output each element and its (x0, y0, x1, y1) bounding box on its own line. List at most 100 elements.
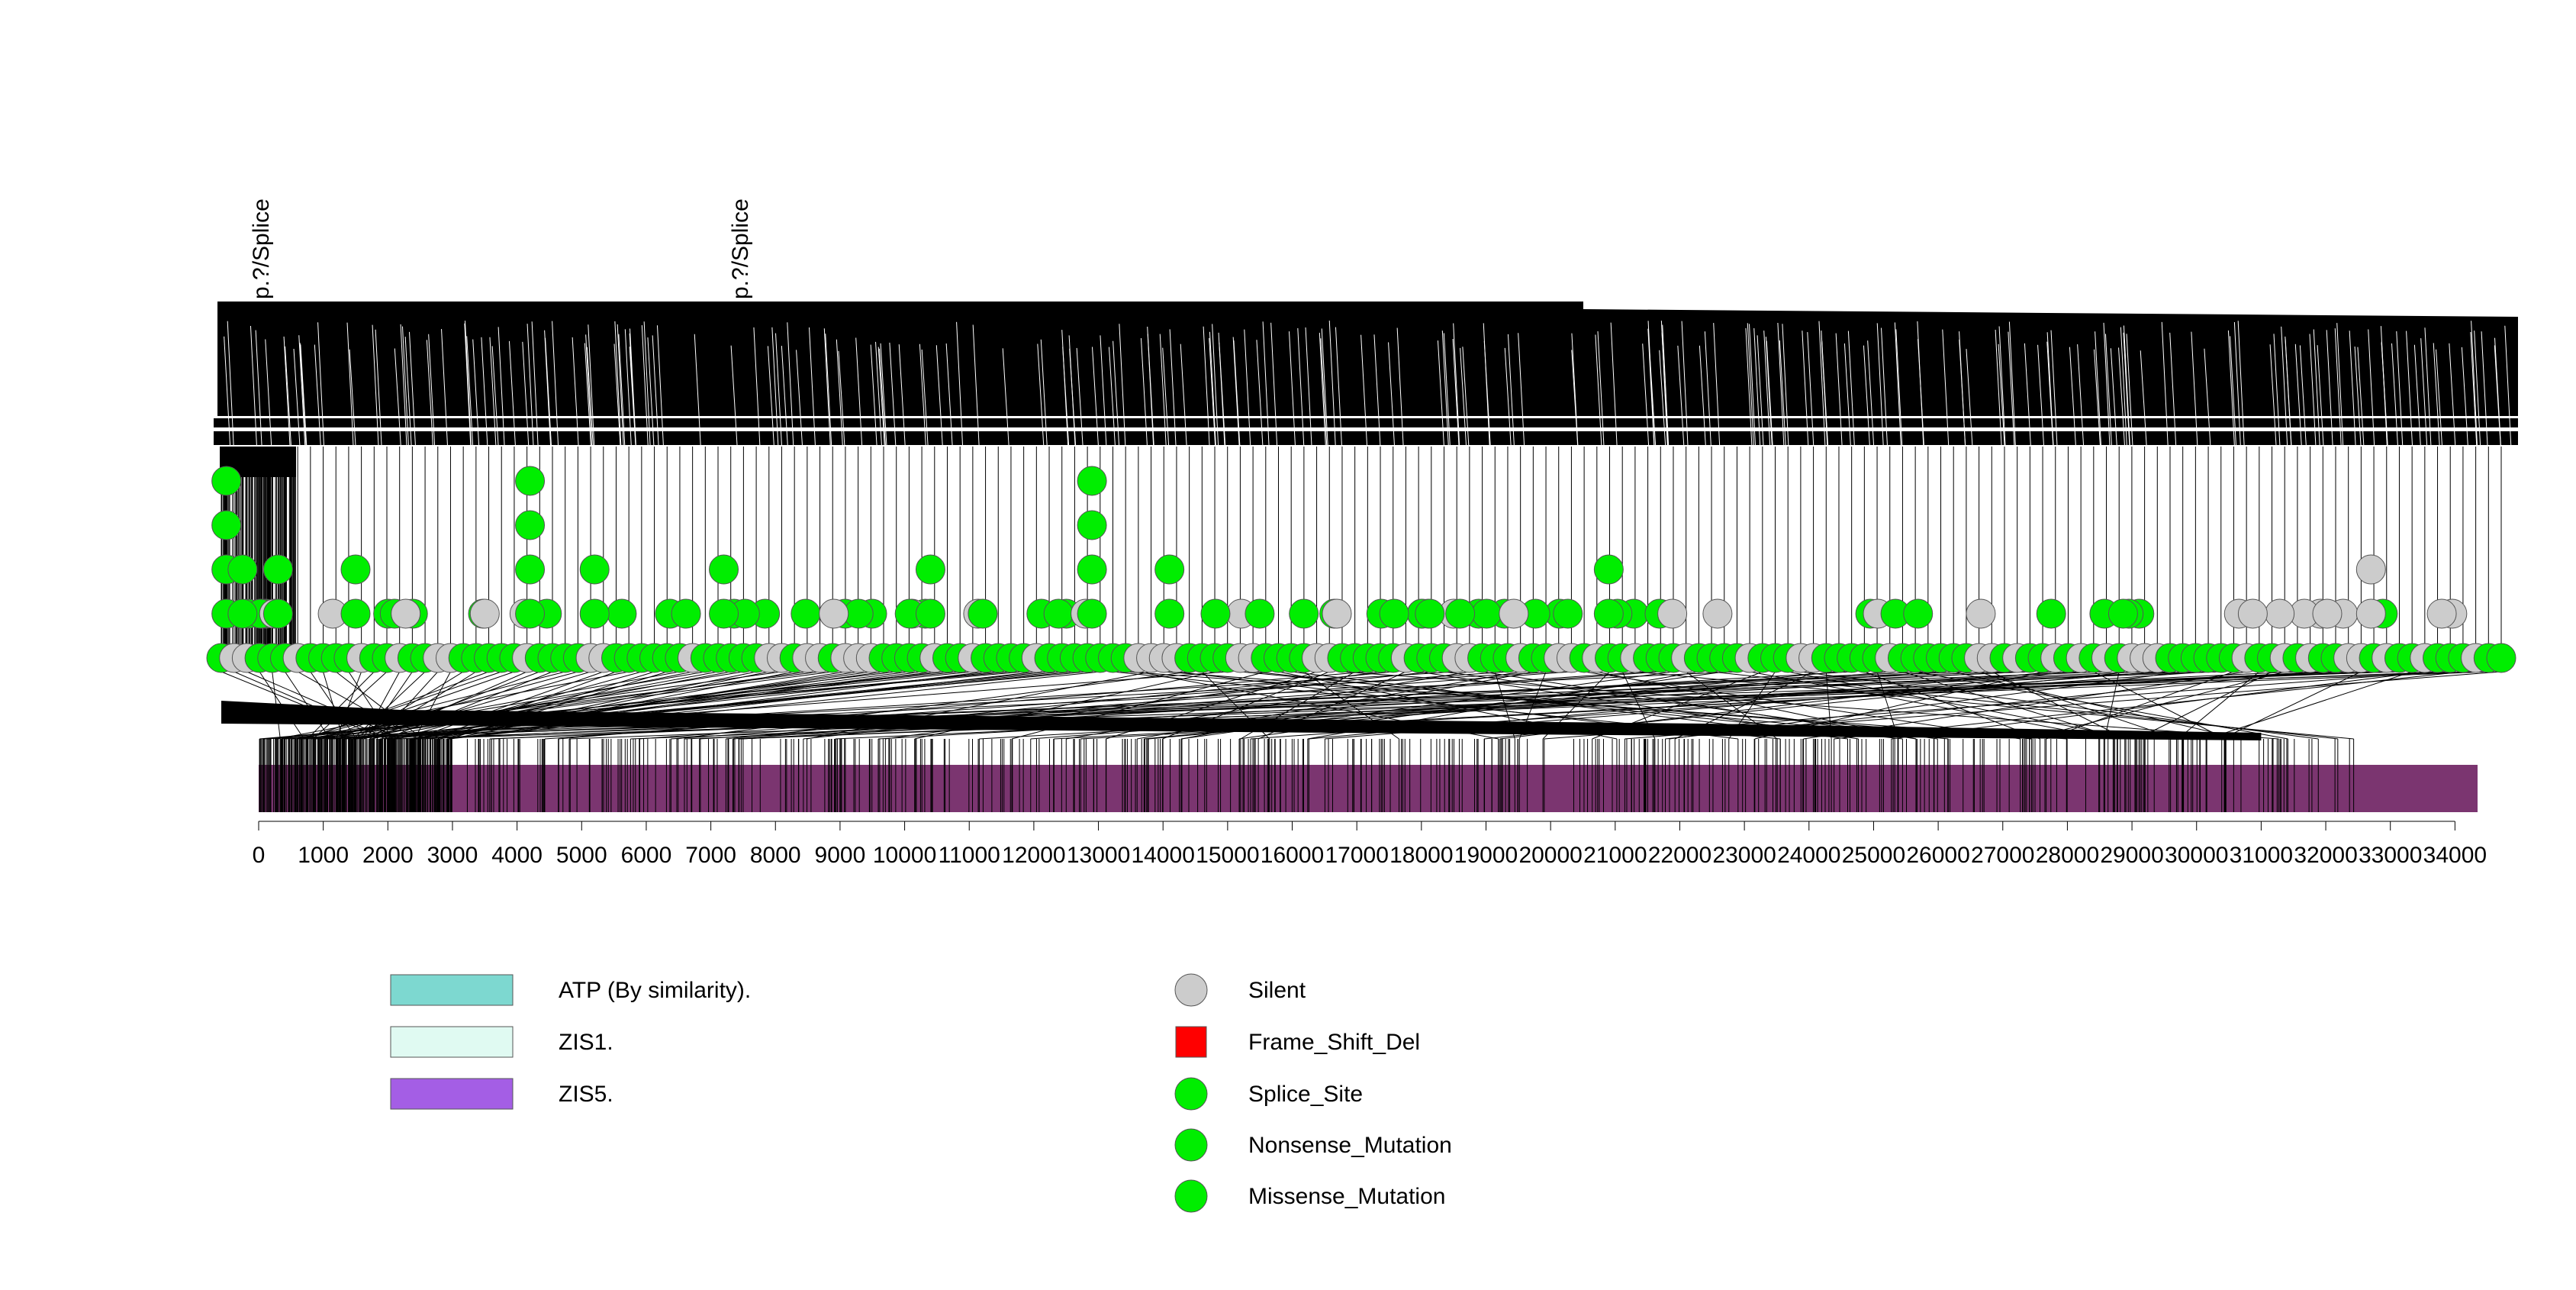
label-clutter-gap (1867, 340, 1875, 447)
label-clutter-gap (1777, 322, 1785, 447)
mutation-head-stacked (1553, 598, 1583, 629)
connector-line (450, 671, 795, 740)
label-clutter-gap (656, 325, 664, 447)
label-clutter-gap (489, 337, 497, 447)
mutation-head-stacked (709, 598, 739, 629)
mutation-head-stacked (1077, 510, 1107, 540)
label-clutter-gap (481, 337, 488, 447)
connector-line (344, 671, 1088, 740)
label-clutter-gap (464, 321, 472, 447)
label-clutter-gap (1763, 331, 1771, 447)
label-clutter-gap (1757, 335, 1764, 447)
label-clutter-gap (2281, 326, 2288, 447)
label-clutter-gap (224, 336, 231, 447)
label-clutter-gap (2471, 321, 2478, 447)
label-clutter-gap (2391, 343, 2398, 447)
label-clutter-gap (2504, 325, 2512, 447)
label-clutter-band (214, 431, 2518, 445)
label-clutter-gap (491, 346, 499, 447)
mutation-head-stacked (915, 554, 945, 585)
label-clutter-gap (372, 324, 379, 447)
mutation-head-stacked (1903, 598, 1934, 629)
label-clutter-gap (2233, 321, 2241, 447)
label-clutter-gap (1766, 340, 1773, 447)
label-clutter-gap (796, 350, 803, 447)
label-clutter-gap (614, 321, 622, 447)
mutation-head-stacked (1077, 466, 1107, 496)
label-clutter-gap (898, 344, 906, 447)
label-clutter-gap (2095, 331, 2102, 447)
label-clutter-gap (1518, 333, 1525, 447)
mutation-head-stacked (515, 598, 546, 629)
label-clutter-gap (586, 347, 594, 447)
connector-line (395, 671, 2221, 740)
rotated-label-group: p.?/Splice (728, 198, 753, 299)
mutation-head-stacked (1702, 598, 1733, 629)
connector-line (336, 671, 362, 740)
label-clutter-gap (1437, 340, 1444, 447)
legend-mutation-swatch (1174, 1179, 1208, 1213)
mutation-head-stacked (1245, 598, 1275, 629)
legend-domain-label: ZIS1. (559, 1030, 613, 1055)
label-clutter-gap (1320, 338, 1328, 447)
mutation-head-stacked (1593, 554, 1624, 585)
label-clutter-gap (1159, 334, 1167, 447)
label-clutter-gap (2050, 330, 2058, 447)
mutation-head-stacked (1657, 598, 1688, 629)
label-clutter-gap (652, 335, 659, 447)
label-clutter-gap (2334, 328, 2342, 447)
label-clutter-gap (809, 327, 816, 447)
connector-line (300, 671, 2400, 740)
label-clutter-gap (730, 345, 738, 447)
label-clutter-gap (1100, 335, 1107, 447)
label-clutter-gap (2357, 347, 2365, 447)
label-clutter-gap (1681, 321, 1689, 447)
label-clutter-gap (1662, 324, 1670, 447)
label-clutter-gap (838, 350, 845, 447)
label-clutter-gap (870, 344, 877, 447)
mutation-head-stacked (671, 598, 701, 629)
label-clutter-gap (2024, 343, 2031, 447)
label-clutter-gap (401, 326, 409, 447)
rotated-label-group: p.?/Splice (249, 198, 274, 299)
mutation-head-stacked (515, 554, 546, 585)
legend-mutation-label: Frame_Shift_Del (1248, 1030, 1420, 1055)
mutation-head-stacked (1499, 598, 1529, 629)
label-clutter-gap (394, 348, 401, 447)
label-clutter-gap (441, 329, 449, 447)
connector-line (312, 671, 388, 740)
x-tick-label: 4000 (491, 843, 543, 868)
legend-mutation-label: Splice_Site (1248, 1082, 1363, 1107)
connector-line (323, 671, 344, 740)
rotated-mutation-label: p.?/Splice (728, 198, 753, 299)
label-clutter-gap (1441, 331, 1449, 447)
mutation-head-stacked (1379, 598, 1409, 629)
connector-line (291, 671, 782, 740)
label-clutter-gap (2120, 327, 2127, 447)
label-clutter-gap (1835, 333, 1843, 447)
mutation-label-clutter (214, 302, 2518, 447)
x-tick-label: 26000 (1906, 843, 1969, 868)
label-clutter-gap (1483, 340, 1491, 447)
label-clutter-gap (2204, 348, 2211, 447)
x-tick-label: 6000 (621, 843, 672, 868)
legend: ATP (By similarity). ZIS1. ZIS5. Silent Fram… (390, 973, 1452, 1213)
label-clutter-gap (1147, 334, 1154, 447)
legend-mutation-swatch (1175, 1026, 1207, 1058)
label-clutter-gap (2227, 330, 2235, 447)
mutation-head-stacked (2355, 598, 2386, 629)
label-clutter-gap (1507, 334, 1515, 447)
x-tick-label: 1000 (298, 843, 349, 868)
label-clutter-gap (972, 324, 980, 447)
x-tick-label: 17000 (1325, 843, 1388, 868)
label-clutter-gap (1677, 345, 1685, 447)
label-clutter-gap (1169, 329, 1177, 447)
label-clutter-gap (1610, 322, 1618, 447)
label-clutter-gap (617, 324, 624, 447)
label-clutter-gap (2406, 331, 2413, 447)
label-clutter-gap (1219, 342, 1226, 447)
label-clutter-gap (2161, 321, 2169, 447)
x-tick-label: 19000 (1454, 843, 1518, 868)
x-tick-label: 32000 (2294, 843, 2357, 868)
x-tick-label: 22000 (1648, 843, 1711, 868)
